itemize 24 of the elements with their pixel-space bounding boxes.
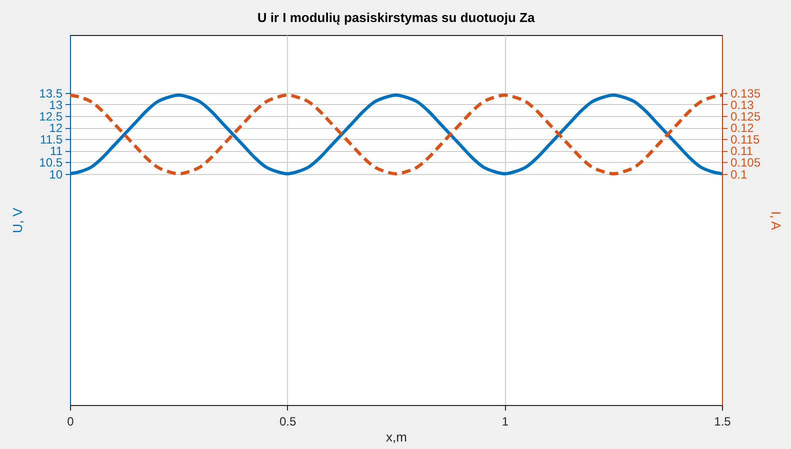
- x-axis-title: x,m: [386, 430, 407, 444]
- y-tick-label: 12: [49, 121, 63, 135]
- y2-tick-label: 0.13: [730, 98, 754, 112]
- y2-tick-label: 0.115: [730, 132, 760, 147]
- y-tick-label: 11.5: [40, 132, 63, 147]
- y2-tick-label: 0.105: [730, 156, 761, 170]
- y-tick-label: 12.5: [39, 109, 63, 124]
- y-tick-label: 10: [49, 167, 63, 182]
- y2-tick-label: 0.125: [730, 109, 761, 124]
- x-tick-label: 1.5: [714, 414, 732, 428]
- y-axis-title: U, V: [10, 208, 26, 234]
- y2-tick-label: 0.135: [730, 86, 761, 100]
- y2-tick-label: 0.12: [730, 121, 754, 135]
- chart-title: U ir I modulių pasiskirstymas su duotuoju Za: [257, 10, 536, 25]
- y2-axis-title: I, A: [768, 211, 784, 230]
- y-tick-label: 11: [50, 144, 63, 158]
- x-tick-label: 0: [67, 414, 74, 428]
- y-tick-label: 13.5: [39, 86, 63, 100]
- y-tick-label: 13: [49, 98, 63, 112]
- x-tick-label: 1: [502, 414, 509, 428]
- y2-tick-label: 0.1: [730, 167, 748, 182]
- x-tick-label: 0.5: [279, 414, 296, 428]
- y-tick-label: 10.5: [39, 156, 63, 170]
- y2-tick-label: 0.11: [730, 144, 754, 158]
